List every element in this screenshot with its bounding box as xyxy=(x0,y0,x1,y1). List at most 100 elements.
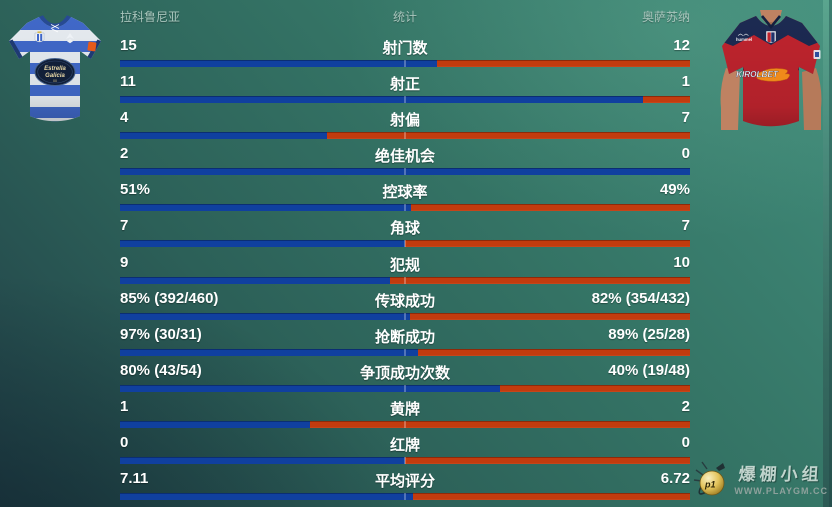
stat-bar xyxy=(120,240,690,248)
home-team-name[interactable]: 拉科鲁尼亚 xyxy=(120,10,181,24)
stat-bar xyxy=(120,168,690,176)
away-value: 40% (19/48) xyxy=(608,361,690,379)
stat-bar-home-segment xyxy=(120,420,310,428)
away-kit-brand: hummel xyxy=(736,33,752,42)
stat-label: 红牌 xyxy=(389,437,420,455)
stat-bar xyxy=(120,204,690,212)
stat-line: 9 犯规 10 xyxy=(120,253,690,274)
stat-line: 80% (43/54) 争顶成功次数 40% (19/48) xyxy=(120,361,690,382)
stat-line: 7 角球 7 xyxy=(120,217,690,238)
stat-label: 射正 xyxy=(389,76,420,94)
stats-header: 拉科鲁尼亚 统计 奥萨苏纳 xyxy=(120,8,690,24)
model-right-arm xyxy=(802,68,822,130)
stat-bar xyxy=(120,384,690,392)
stat-bar-center-tick xyxy=(404,312,406,320)
stat-label: 平均评分 xyxy=(374,473,435,491)
home-value: 51% xyxy=(120,181,151,199)
home-value: 0 xyxy=(120,434,129,452)
stat-label: 角球 xyxy=(389,220,420,238)
away-value: 82% (354/432) xyxy=(591,289,690,307)
home-value: 11 xyxy=(120,73,136,91)
stat-bar xyxy=(120,348,690,356)
away-team-kit: hummel KIROLBET xyxy=(720,10,822,130)
away-value: 49% xyxy=(659,181,690,199)
stat-bar xyxy=(120,276,690,284)
stat-line: 2 绝佳机会 0 xyxy=(120,145,690,165)
stat-row: 51% 控球率 49% xyxy=(120,177,690,213)
stats-title: 统计 xyxy=(392,10,417,24)
stat-line: 51% 控球率 49% xyxy=(120,181,690,202)
home-value: 9 xyxy=(120,253,129,271)
stat-bar-center-tick xyxy=(404,60,406,67)
stat-row: 11 射正 1 xyxy=(120,69,690,105)
model-left-arm xyxy=(720,68,740,130)
away-value: 89% (25/28) xyxy=(608,325,690,343)
away-value: 0 xyxy=(681,434,690,452)
home-kit-sleeve-patch xyxy=(87,41,97,52)
stat-label: 控球率 xyxy=(382,184,428,202)
stat-line: 97% (30/31) 抢断成功 89% (25/28) xyxy=(120,325,690,346)
stat-bar-home-segment xyxy=(120,60,437,67)
home-kit-collar-lace xyxy=(50,24,60,33)
stat-bar-center-tick xyxy=(404,132,406,140)
away-team-name[interactable]: 奥萨苏纳 xyxy=(641,10,690,24)
stat-bar-home-segment xyxy=(120,312,411,320)
stat-bar xyxy=(120,60,690,67)
home-kit-crest xyxy=(34,31,45,43)
stat-row: 1 黄牌 2 xyxy=(120,394,690,430)
away-kit-crest xyxy=(765,30,777,44)
home-value: 2 xyxy=(120,145,129,163)
stat-bar-center-tick xyxy=(404,348,406,356)
stat-bar-home-segment xyxy=(120,240,405,248)
watermark-site-url: WWW.PLAYGM.CC xyxy=(734,486,828,496)
stat-bar-home-segment xyxy=(120,168,690,176)
stat-bar-home-segment xyxy=(120,204,411,212)
away-value: 2 xyxy=(681,397,690,415)
stat-row: 15 射门数 12 xyxy=(120,33,690,69)
stat-bar xyxy=(120,312,690,320)
stat-row: 7.11 平均评分 6.72 xyxy=(120,466,690,502)
stat-bar xyxy=(120,132,690,140)
stat-line: 85% (392/460) 传球成功 82% (354/432) xyxy=(120,289,690,310)
away-brand-text: hummel xyxy=(736,37,752,42)
home-kit-collar xyxy=(39,15,71,27)
stat-bar-center-tick xyxy=(404,384,406,392)
away-value: 12 xyxy=(673,37,690,54)
home-value: 4 xyxy=(120,109,129,127)
home-value: 7 xyxy=(120,217,129,235)
away-value: 7 xyxy=(681,109,690,127)
stat-label: 射门数 xyxy=(382,40,428,57)
away-value: 6.72 xyxy=(660,470,690,488)
stat-bar-center-tick xyxy=(404,420,406,428)
home-kit-sponsor: Estrella Galicia 00 xyxy=(34,58,76,86)
away-value: 7 xyxy=(681,217,690,235)
home-value: 15 xyxy=(120,37,137,54)
stat-line: 4 射偏 7 xyxy=(120,109,690,130)
stat-label: 传球成功 xyxy=(374,292,435,310)
stat-bar xyxy=(120,457,690,465)
stat-label: 黄牌 xyxy=(389,400,420,418)
stat-line: 7.11 平均评分 6.72 xyxy=(120,470,690,491)
stat-label: 射偏 xyxy=(389,112,420,130)
right-edge-border xyxy=(829,0,832,507)
stat-bar-center-tick xyxy=(404,168,406,176)
home-team-kit: Estrella Galicia 00 xyxy=(9,15,101,122)
stats-rows: 15 射门数 12 11 射正 1 4 射偏 7 xyxy=(120,33,690,502)
stat-line: 15 射门数 12 xyxy=(120,37,690,57)
stat-row: 2 绝佳机会 0 xyxy=(120,141,690,177)
stat-bar-center-tick xyxy=(404,457,406,465)
stat-row: 0 红牌 0 xyxy=(120,430,690,466)
playgm-watermark: p1 爆棚小组 WWW.PLAYGM.CC xyxy=(692,456,828,500)
stat-line: 0 红牌 0 xyxy=(120,434,690,455)
stat-line: 1 黄牌 2 xyxy=(120,397,690,418)
stat-row: 85% (392/460) 传球成功 82% (354/432) xyxy=(120,286,690,322)
stat-bar-home-segment xyxy=(120,96,643,104)
stat-bar-home-segment xyxy=(120,384,501,392)
watermark-group-name: 爆棚小组 xyxy=(738,465,824,485)
stat-line: 11 射正 1 xyxy=(120,73,690,94)
home-sponsor-line1: Estrella xyxy=(44,66,66,72)
stat-bar-center-tick xyxy=(404,204,406,212)
away-kit-collar xyxy=(760,15,782,30)
stat-row: 80% (43/54) 争顶成功次数 40% (19/48) xyxy=(120,358,690,394)
home-sponsor-line2: Galicia xyxy=(45,73,65,79)
